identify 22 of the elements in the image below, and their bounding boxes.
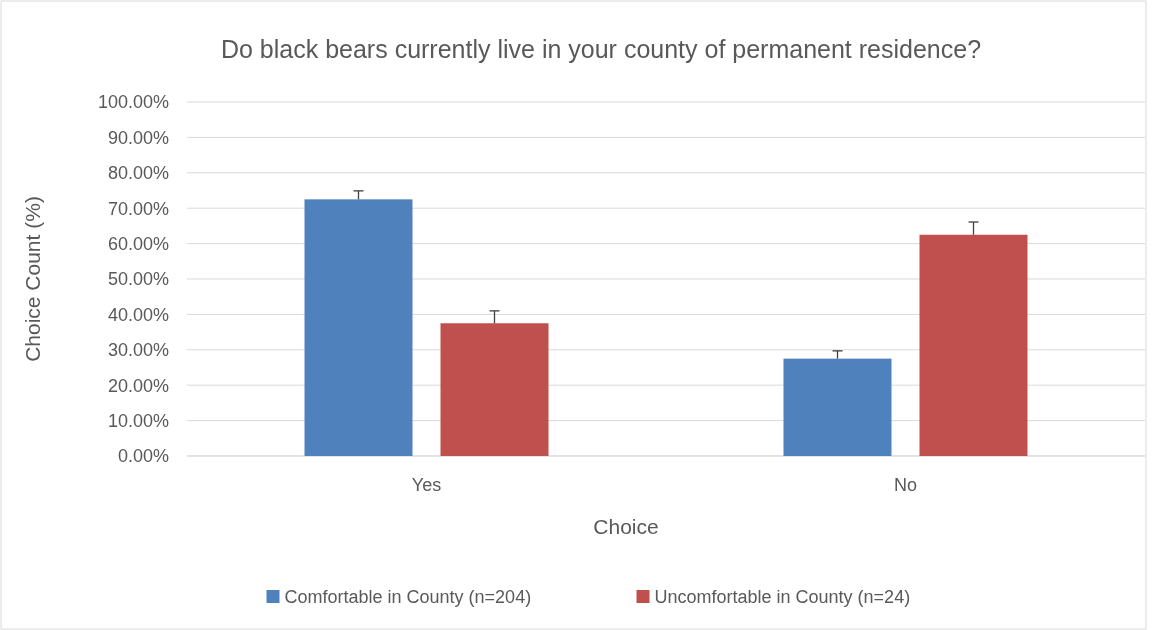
y-tick-label: 10.00% bbox=[107, 410, 169, 431]
y-tick-label: 50.00% bbox=[107, 269, 169, 290]
chart-title: Do black bears currently live in your county of permanent residence? bbox=[220, 35, 982, 63]
y-tick-label: 100.00% bbox=[97, 92, 169, 113]
y-tick-label: 20.00% bbox=[107, 375, 169, 396]
y-tick-label: 80.00% bbox=[107, 163, 169, 184]
y-tick-label: 60.00% bbox=[107, 233, 169, 254]
legend-label: Uncomfortable in County (n=24) bbox=[654, 587, 911, 608]
y-tick-label: 30.00% bbox=[107, 340, 169, 361]
y-tick-label: 0.00% bbox=[117, 446, 169, 467]
bar bbox=[440, 323, 549, 456]
bar bbox=[783, 358, 892, 456]
legend-label: Comfortable in County (n=204) bbox=[284, 587, 532, 608]
y-tick-label: 70.00% bbox=[107, 198, 169, 219]
x-tick-label: Yes bbox=[411, 475, 442, 495]
y-tick-label: 90.00% bbox=[107, 127, 169, 148]
y-axis-title: Choice Count (%) bbox=[21, 196, 44, 362]
bar bbox=[919, 234, 1028, 456]
x-tick-label: No bbox=[893, 475, 918, 495]
bar bbox=[304, 199, 413, 456]
x-axis-title: Choice bbox=[593, 515, 659, 538]
y-tick-label: 40.00% bbox=[107, 304, 169, 325]
